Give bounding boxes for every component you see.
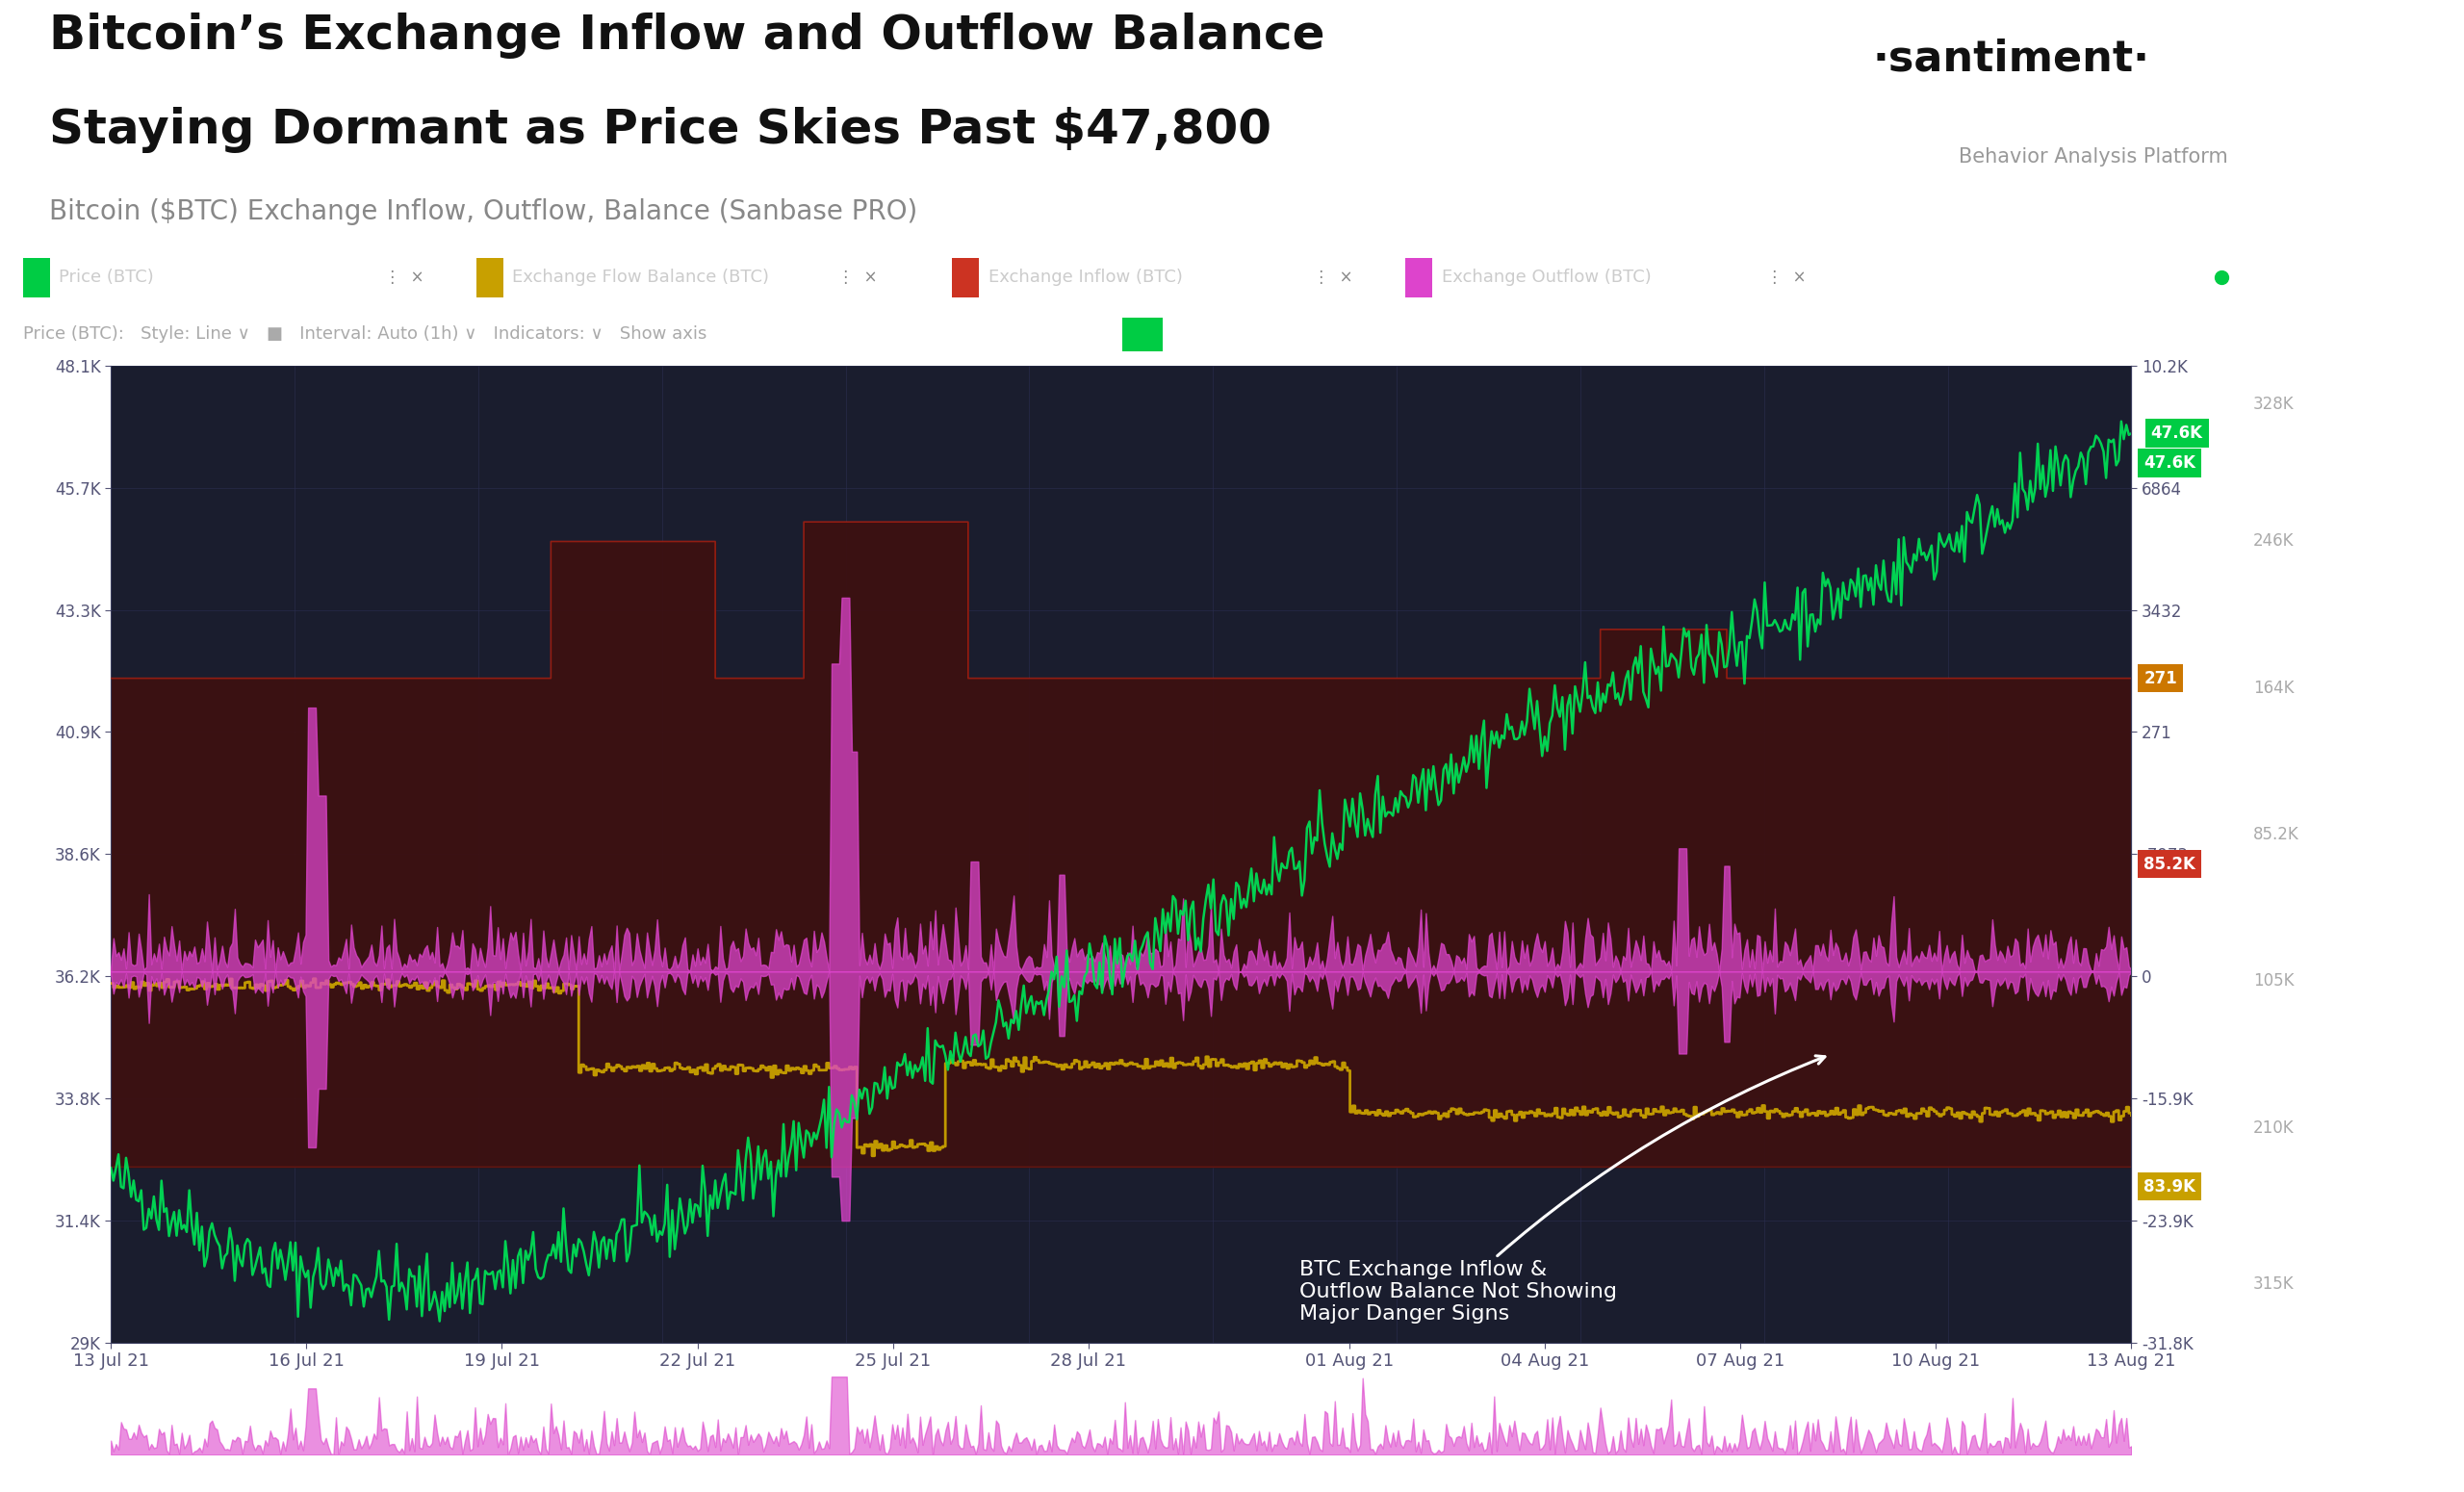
Text: Bitcoin’s Exchange Inflow and Outflow Balance: Bitcoin’s Exchange Inflow and Outflow Ba… [49,12,1326,58]
Text: BTC Exchange Inflow &
Outflow Balance Not Showing
Major Danger Signs: BTC Exchange Inflow & Outflow Balance No… [1299,1056,1826,1323]
Bar [951,258,978,297]
Text: 246K: 246K [2252,533,2294,551]
Bar [476,258,503,297]
Text: 105K: 105K [2252,973,2294,989]
Text: 83.9K: 83.9K [2144,1177,2195,1195]
Text: 210K: 210K [2252,1119,2294,1137]
Bar [22,258,49,297]
Text: ⋮  ×: ⋮ × [1303,269,1353,286]
Text: Exchange Inflow (BTC): Exchange Inflow (BTC) [988,269,1183,286]
Text: 47.6K: 47.6K [2151,425,2203,442]
Text: Price (BTC):   Style: Line ∨   ■   Interval: Auto (1h) ∨   Indicators: ∨   Show : Price (BTC): Style: Line ∨ ■ Interval: A… [22,325,707,343]
Text: Behavior Analysis Platform: Behavior Analysis Platform [1959,148,2227,167]
Text: Exchange Flow Balance (BTC): Exchange Flow Balance (BTC) [513,269,769,286]
Text: Bitcoin ($BTC) Exchange Inflow, Outflow, Balance (Sanbase PRO): Bitcoin ($BTC) Exchange Inflow, Outflow,… [49,198,917,225]
Text: 315K: 315K [2252,1276,2294,1294]
Text: 164K: 164K [2252,679,2294,697]
Bar [1404,258,1432,297]
Text: Exchange Outflow (BTC): Exchange Outflow (BTC) [1441,269,1651,286]
Text: 328K: 328K [2252,395,2294,413]
Text: ⋮  ×: ⋮ × [375,269,424,286]
Bar [1121,318,1163,351]
Text: ⋮  ×: ⋮ × [828,269,877,286]
Text: ⋮  ×: ⋮ × [1757,269,1806,286]
Text: Price (BTC): Price (BTC) [59,269,153,286]
Text: 271: 271 [2144,670,2178,686]
Text: ·santiment·: ·santiment· [1873,39,2149,79]
Text: 85.2K: 85.2K [2252,827,2299,843]
Text: Staying Dormant as Price Skies Past $47,800: Staying Dormant as Price Skies Past $47,… [49,106,1271,152]
Text: 85.2K: 85.2K [2144,855,2195,873]
Text: 47.6K: 47.6K [2144,455,2195,471]
